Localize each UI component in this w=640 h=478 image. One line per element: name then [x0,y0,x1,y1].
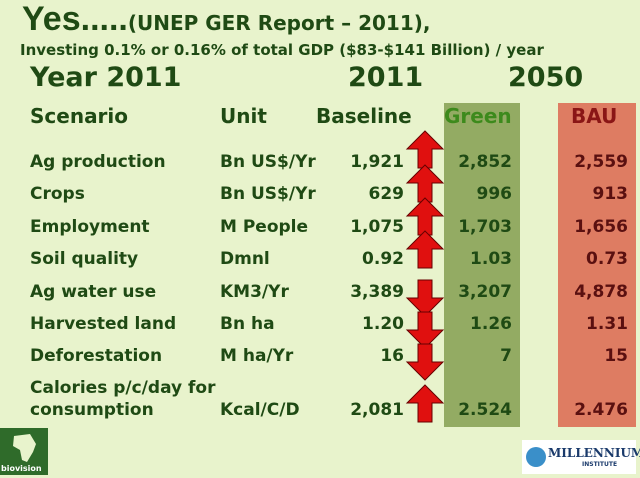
cell-value: 16 [380,346,404,367]
cell-value: 3,389 [350,281,404,302]
title-rest: (UNEP GER Report – 2011), [127,11,431,35]
cell-value: 0.73 [586,249,628,270]
unit: M ha/Yr [220,346,294,367]
logo-text: biovision [1,464,42,473]
title-line: Yes.....(UNEP GER Report – 2011), [22,0,430,39]
arrows [405,130,445,423]
row-label: Harvested land [30,314,177,334]
column-header: Green [444,104,512,128]
unit: M People [220,216,309,237]
cell-value: 1.26 [470,314,512,334]
cell-value: 913 [592,184,629,205]
logo-subtext: INSTITUTE [582,461,618,468]
row-label: Ag water use [30,281,157,302]
cell-value: 996 [476,184,513,205]
bau-column-bg [558,103,636,427]
year-label: 2050 [508,62,584,93]
cell-value: 1.03 [470,249,512,270]
cell-value: 7 [500,346,512,367]
year-label: Year 2011 [30,62,182,93]
cell-value: 1.31 [586,314,628,334]
cell-value: 3,207 [458,281,512,302]
cell-value: 2.524 [458,400,512,420]
globe-icon [526,447,546,467]
unit: Kcal/C/D [220,400,300,420]
green-column-bg [444,103,520,427]
column-header: Baseline [316,104,412,128]
cell-value: 0.92 [362,249,404,270]
logo-text: MILLENNIUM [548,446,640,460]
africa-icon [13,434,36,462]
cell-value: 1,921 [350,152,404,172]
year-label: 2011 [348,62,424,93]
cell-value: 2,852 [458,152,512,172]
unit: KM3/Yr [220,281,289,302]
unit: Dmnl [220,249,270,270]
row-label: Crops [30,184,85,205]
cell-value: 1,703 [458,216,512,237]
row-label: Calories p/c/day for consumption [30,378,216,420]
row-label: Deforestation [30,346,163,367]
cell-value: 4,878 [574,281,628,302]
unit: Bn ha [220,314,275,334]
unit: Bn US$/Yr [220,152,316,172]
row-label: Ag production [30,152,166,172]
cell-value: 15 [604,346,628,367]
column-header: BAU [571,104,618,128]
cell-value: 2.476 [574,400,628,420]
cell-value: 1,075 [350,216,404,237]
column-header: Unit [220,104,267,128]
subtitle: Investing 0.1% or 0.16% of total GDP ($8… [20,41,544,59]
row-label: Soil quality [30,249,139,270]
cell-value: 1.20 [362,314,404,334]
cell-value: 2,559 [574,152,628,172]
column-header: Scenario [30,104,129,128]
unit: Bn US$/Yr [220,184,316,205]
cell-value: 1,656 [574,216,628,237]
row-label: Employment [30,216,150,237]
cell-value: 2,081 [350,400,404,420]
cell-value: 629 [368,184,405,205]
title: Yes..... [22,0,128,38]
